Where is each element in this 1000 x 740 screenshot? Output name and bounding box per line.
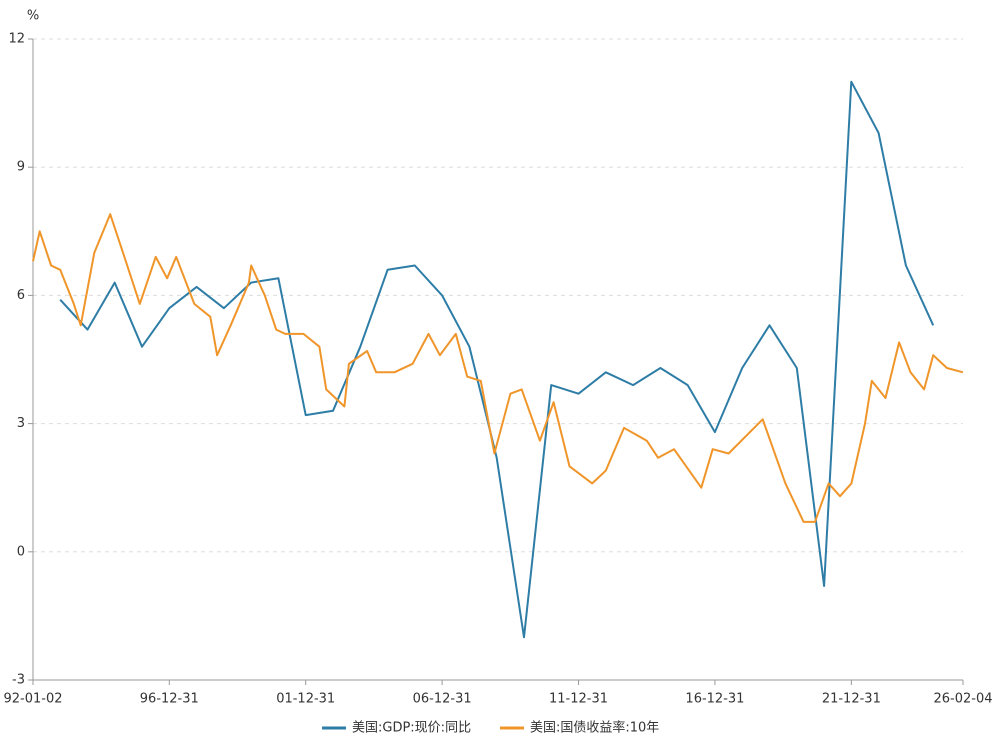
y-axis-label: % xyxy=(27,9,39,24)
x-tick-label: 16-12-31 xyxy=(685,692,744,707)
y-tick-label: 12 xyxy=(8,32,25,47)
legend-label: 美国:GDP:现价:同比 xyxy=(352,721,471,736)
x-tick-label: 26-02-04 xyxy=(933,692,992,707)
x-tick-label: 92-01-02 xyxy=(3,692,62,707)
y-tick-label: 6 xyxy=(17,288,25,303)
series-line xyxy=(32,213,964,523)
y-tick-label: 3 xyxy=(17,416,25,431)
x-tick-label: 96-12-31 xyxy=(140,692,199,707)
y-tick-label: 0 xyxy=(17,544,25,559)
y-tick-label: 9 xyxy=(17,160,25,175)
x-tick-label: 01-12-31 xyxy=(276,692,335,707)
legend-label: 美国:国债收益率:10年 xyxy=(530,720,659,736)
x-tick-label: 11-12-31 xyxy=(549,692,608,707)
series-line xyxy=(59,80,935,639)
x-tick-label: 06-12-31 xyxy=(413,692,472,707)
x-tick-label: 21-12-31 xyxy=(822,692,881,707)
y-tick-label: -3 xyxy=(12,673,25,688)
